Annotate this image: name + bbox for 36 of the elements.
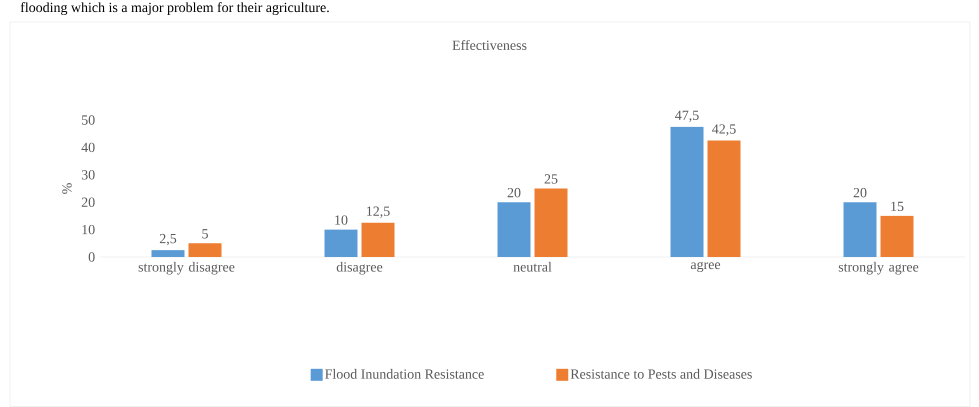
y-tick-label: 50 (82, 115, 95, 125)
data-label: 2,5 (160, 234, 176, 246)
data-label: 12,5 (367, 206, 390, 218)
data-label: 47,5 (675, 110, 699, 122)
x-tick-label: strongly agree (838, 262, 918, 275)
bar (670, 126, 704, 257)
x-tick-label: strongly disagree (138, 262, 234, 275)
chart-title: Effectiveness (452, 40, 526, 50)
bar (498, 202, 531, 257)
x-tick-label: agree (690, 262, 720, 272)
text: flooding which is a major problem for their agriculture. (20, 2, 329, 16)
data-label: 15 (891, 202, 904, 212)
data-label: 42,5 (712, 124, 736, 136)
bar (324, 230, 358, 257)
bar (362, 222, 395, 257)
x-tick-label: disagree (336, 262, 382, 275)
y-axis-title: % (62, 183, 72, 194)
data-label: 25 (544, 174, 558, 184)
y-tick-label: 30 (82, 170, 95, 180)
data-label: 10 (335, 215, 348, 225)
y-tick-label: 10 (82, 224, 95, 234)
x-tick-label: neutral (513, 262, 552, 272)
bar (152, 250, 184, 257)
y-tick-label: 40 (81, 142, 95, 152)
legend-label: Resistance to Pests and Diseases (570, 368, 752, 379)
data-label: 5 (202, 229, 208, 238)
bar (708, 140, 741, 257)
data-label: 20 (854, 188, 866, 198)
bar (534, 188, 568, 257)
y-tick-label: 0 (88, 252, 95, 262)
bar (844, 202, 877, 257)
legend-label: Flood Inundation Resistance (325, 368, 484, 379)
bar (188, 243, 222, 257)
y-tick-label: 20 (82, 197, 95, 207)
bar (880, 216, 914, 257)
data-label: 20 (508, 188, 520, 198)
